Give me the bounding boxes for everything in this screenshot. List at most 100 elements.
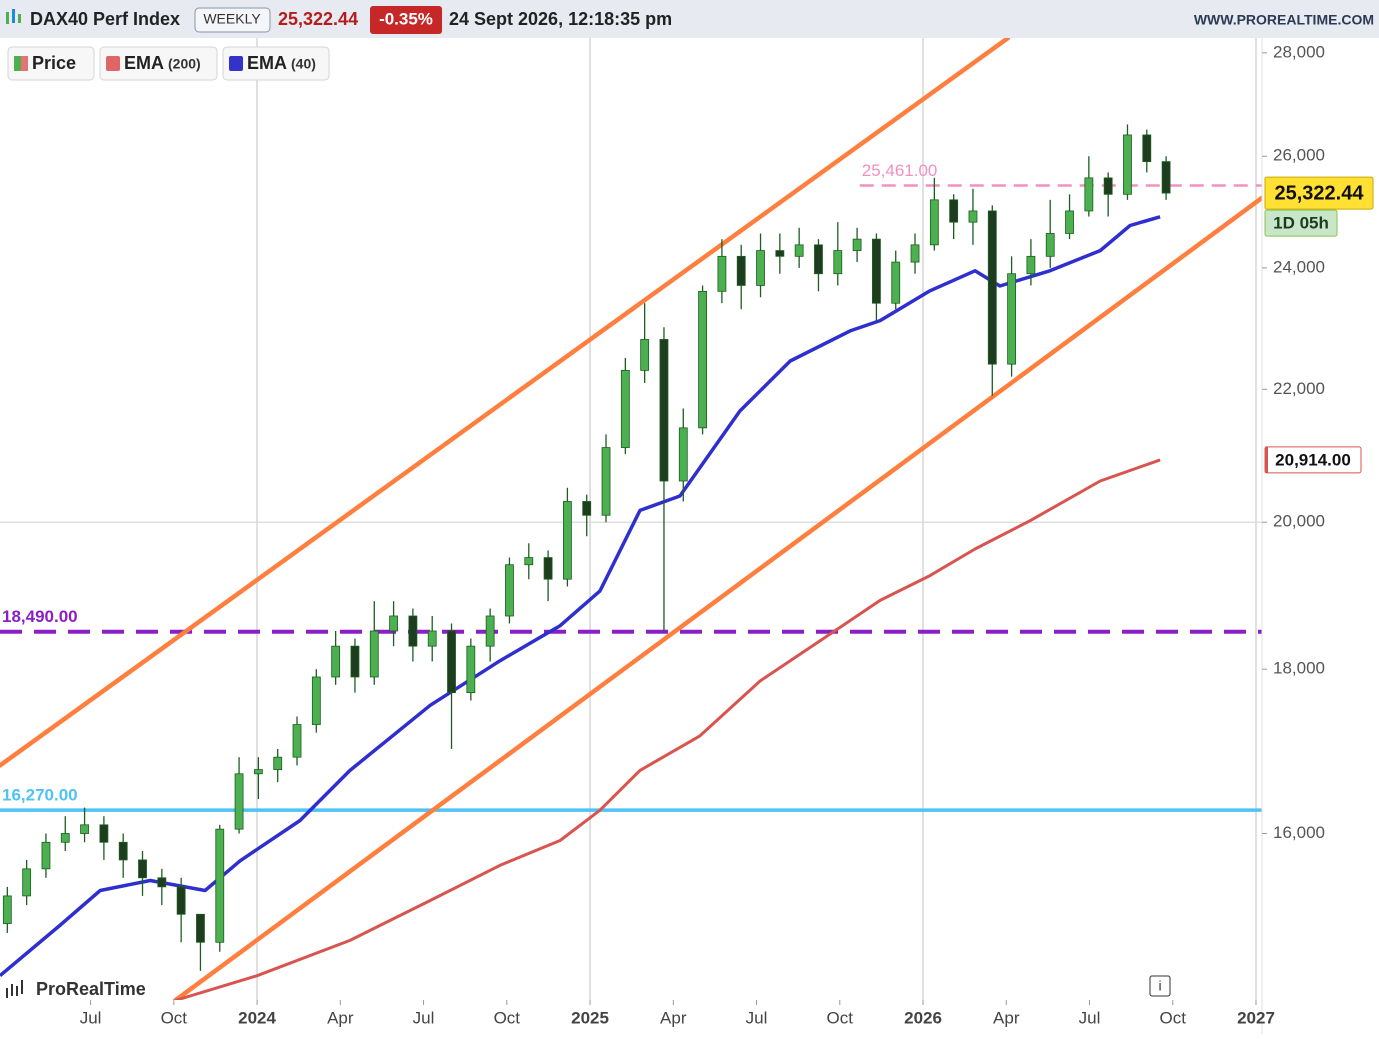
candle-body xyxy=(1123,134,1132,195)
x-tick-label: Oct xyxy=(1160,1008,1187,1027)
legend-swatch xyxy=(21,56,28,71)
candle-body xyxy=(157,877,167,888)
price-tag xyxy=(1264,176,1374,210)
candle-body xyxy=(273,756,283,771)
candle-body xyxy=(447,630,456,694)
x-tick-label: Jul xyxy=(746,1008,768,1027)
header-source: WWW.PROREALTIME.COM xyxy=(1194,12,1374,28)
candle-body xyxy=(215,828,225,943)
candle-body xyxy=(2,895,12,924)
y-tick-label: 20,000 xyxy=(1273,512,1325,531)
y-tick-label: 28,000 xyxy=(1273,42,1325,61)
candle-body xyxy=(427,630,437,647)
candle-body xyxy=(659,339,669,482)
candle-body xyxy=(60,833,70,843)
candle-body xyxy=(1045,233,1055,257)
info-button[interactable] xyxy=(1149,975,1171,997)
candle-body xyxy=(1103,177,1113,195)
header-price: 25,322.44 xyxy=(278,9,358,29)
candle-body xyxy=(872,238,881,304)
candle-body xyxy=(698,290,707,429)
legend-button[interactable] xyxy=(7,46,95,81)
x-tick-label: Apr xyxy=(660,1008,687,1027)
candle-body xyxy=(929,199,939,246)
candle-body xyxy=(949,199,959,223)
x-tick-label: Jul xyxy=(413,1008,435,1027)
candle-body xyxy=(987,210,997,365)
candle-body xyxy=(717,255,727,292)
candle-body xyxy=(1065,210,1074,234)
candle-body xyxy=(814,244,823,275)
candle-body xyxy=(524,557,534,566)
header-icon xyxy=(6,9,21,24)
y-tick-label: 22,000 xyxy=(1273,379,1325,398)
legend-period[interactable]: (40) xyxy=(291,56,316,72)
plot-area xyxy=(0,38,1262,1000)
legend-period[interactable]: (200) xyxy=(168,56,201,72)
candle-body xyxy=(852,238,862,251)
level-label: 16,270.00 xyxy=(2,786,78,805)
y-tick-label: 26,000 xyxy=(1273,146,1325,165)
chart-title: DAX40 Perf Index xyxy=(30,9,180,29)
overlay: Jul Oct 2024 Apr Jul Oct 2025 Apr Jul Oct 2026 Apr J… xyxy=(2,38,1374,1034)
price-tag-label: 25,322.44 xyxy=(1275,182,1365,204)
timeframe[interactable]: WEEKLY xyxy=(203,11,261,27)
x-tick-label: Jul xyxy=(1079,1008,1101,1027)
channel-line xyxy=(0,38,1011,768)
price-tag-edge xyxy=(1265,446,1268,473)
candle-body xyxy=(369,630,379,678)
x-tick-label: Oct xyxy=(494,1008,521,1027)
candle-body xyxy=(910,244,920,263)
candle-body xyxy=(563,501,572,580)
candle-body xyxy=(1142,134,1152,163)
candle-body xyxy=(234,773,244,830)
watermark-text: ProRealTime xyxy=(36,979,146,999)
candle-body xyxy=(138,859,147,879)
candle-body xyxy=(968,210,978,223)
legend-label[interactable]: EMA xyxy=(247,53,287,73)
legend-swatch xyxy=(14,56,21,71)
x-tick-label: Apr xyxy=(993,1008,1020,1027)
candle-body xyxy=(466,645,476,694)
candle-body xyxy=(1026,255,1036,275)
header-change: -0.35% xyxy=(379,9,433,28)
x-tick-label: 2025 xyxy=(571,1008,609,1027)
info-icon[interactable]: i xyxy=(1158,978,1161,994)
legend-label[interactable]: EMA xyxy=(124,53,164,73)
legend-button[interactable] xyxy=(222,46,330,81)
x-tick-label: 2024 xyxy=(238,1008,276,1027)
candle-body xyxy=(620,369,630,448)
x-tick-label: Oct xyxy=(827,1008,854,1027)
candle-body xyxy=(794,244,804,257)
candle-body xyxy=(601,447,611,516)
candle-body xyxy=(196,913,205,943)
countdown-box xyxy=(1264,209,1338,237)
candle-body xyxy=(41,841,51,870)
legend-button[interactable] xyxy=(99,46,218,81)
channel-line xyxy=(172,195,1262,1000)
candle-body xyxy=(176,886,186,915)
ema-line xyxy=(0,215,1161,978)
candle-body xyxy=(408,615,418,647)
legend-swatch xyxy=(229,56,243,71)
candle-body xyxy=(582,501,592,516)
candle-body xyxy=(833,250,843,275)
header-datetime: 24 Sept 2026, 12:18:35 pm xyxy=(449,9,672,29)
candle-body xyxy=(678,427,688,482)
candle-body xyxy=(389,615,398,632)
price-tag-label: 20,914.00 xyxy=(1275,450,1351,469)
candle-body xyxy=(1007,273,1016,365)
legend-label[interactable]: Price xyxy=(32,53,76,73)
candle-body xyxy=(1161,161,1171,194)
candle-body xyxy=(311,676,321,725)
candle-body xyxy=(118,841,128,861)
candle-body xyxy=(891,261,901,304)
legend-swatch xyxy=(106,56,120,71)
candle-body xyxy=(736,255,746,286)
candle-body xyxy=(99,824,109,843)
y-tick-label: 24,000 xyxy=(1273,257,1325,276)
timeframe-box[interactable] xyxy=(194,7,271,33)
countdown: 1D 05h xyxy=(1273,214,1329,233)
candle-body xyxy=(350,645,360,678)
